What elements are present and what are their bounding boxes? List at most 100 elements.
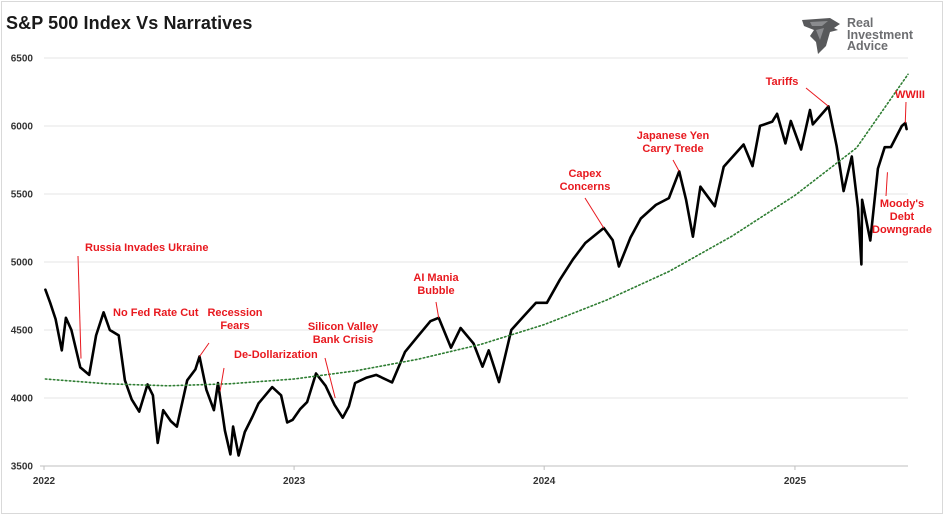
price-point bbox=[546, 302, 548, 304]
price-point bbox=[429, 320, 432, 322]
price-point bbox=[375, 374, 377, 376]
annotation-leader-line bbox=[77, 255, 82, 359]
price-point bbox=[131, 398, 133, 400]
annotation: No Fed Rate Cut bbox=[113, 307, 199, 319]
price-point bbox=[572, 258, 574, 260]
annotation-leader-line bbox=[584, 197, 605, 229]
y-tick-label: 4500 bbox=[11, 326, 34, 337]
annotation-label: Bubble bbox=[417, 285, 454, 297]
price-point bbox=[510, 329, 512, 331]
logo-text: Real Investment Advice bbox=[847, 17, 913, 53]
price-point bbox=[306, 401, 308, 403]
annotation-label: Bank Crisis bbox=[313, 334, 374, 346]
annotation-label: WWIII bbox=[895, 89, 925, 101]
price-point bbox=[70, 329, 73, 331]
annotation-label: Debt bbox=[890, 211, 915, 223]
y-tick-label: 6000 bbox=[11, 122, 34, 133]
price-point bbox=[861, 199, 863, 201]
price-point bbox=[44, 289, 46, 291]
price-point bbox=[699, 186, 701, 188]
price-point bbox=[205, 389, 207, 391]
price-point bbox=[629, 236, 632, 239]
trend-line bbox=[44, 73, 909, 387]
price-point bbox=[488, 349, 490, 351]
price-point bbox=[809, 109, 811, 111]
annotation-leader-line bbox=[324, 357, 336, 399]
price-point bbox=[692, 236, 694, 238]
price-point bbox=[229, 453, 231, 456]
annotation-leader-line bbox=[219, 367, 225, 392]
annotation-label: Silicon Valley bbox=[308, 321, 379, 333]
price-point bbox=[342, 417, 344, 419]
y-tick-label: 3500 bbox=[11, 462, 34, 473]
price-point bbox=[776, 113, 778, 115]
price-point bbox=[800, 148, 802, 151]
price-point bbox=[237, 454, 240, 457]
y-tick-label: 5000 bbox=[11, 258, 34, 269]
annotation-label: Fears bbox=[220, 320, 249, 332]
sp500-price-line bbox=[44, 105, 908, 457]
price-point bbox=[109, 329, 111, 331]
logo-line-advice: Advice bbox=[847, 39, 888, 53]
annotation-label: Tariffs bbox=[766, 76, 799, 88]
price-point bbox=[723, 166, 725, 168]
y-tick-label: 5500 bbox=[11, 190, 34, 201]
price-point bbox=[138, 411, 140, 413]
price-point bbox=[176, 425, 178, 428]
price-point bbox=[481, 366, 484, 368]
series-group bbox=[44, 73, 909, 457]
eagle-icon bbox=[802, 18, 840, 54]
price-point bbox=[860, 263, 863, 266]
annotation-leader-line bbox=[805, 87, 829, 107]
price-point bbox=[751, 165, 754, 167]
price-point bbox=[65, 317, 67, 319]
annotation-leader-line bbox=[885, 172, 888, 197]
price-point bbox=[61, 349, 63, 351]
price-point bbox=[152, 394, 154, 396]
x-tick-label: 2022 bbox=[33, 476, 56, 487]
annotation: Tariffs bbox=[766, 76, 829, 107]
price-point bbox=[315, 372, 317, 375]
price-point bbox=[612, 239, 614, 241]
price-point bbox=[118, 334, 120, 337]
price-point bbox=[890, 146, 892, 148]
price-point bbox=[213, 409, 215, 411]
price-point bbox=[391, 381, 393, 383]
price-point bbox=[473, 343, 475, 345]
price-point bbox=[869, 239, 871, 242]
price-point bbox=[714, 205, 716, 207]
price-point bbox=[224, 430, 226, 432]
price-point bbox=[232, 425, 234, 428]
price-point bbox=[459, 327, 462, 329]
price-point bbox=[771, 121, 773, 123]
annotation: De-Dollarization bbox=[219, 349, 318, 392]
price-point bbox=[906, 128, 908, 130]
chart-title: S&P 500 Index Vs Narratives bbox=[6, 13, 253, 33]
price-point bbox=[88, 374, 90, 376]
price-point bbox=[162, 409, 164, 411]
price-point bbox=[584, 242, 586, 244]
price-point bbox=[640, 217, 642, 220]
price-point bbox=[257, 402, 260, 405]
price-point bbox=[286, 421, 288, 424]
x-axis: 2022 2023 2024 2025 bbox=[33, 465, 908, 487]
price-point bbox=[685, 198, 687, 201]
price-point bbox=[251, 416, 253, 418]
price-point bbox=[124, 379, 126, 381]
price-point bbox=[522, 316, 524, 318]
price-point bbox=[618, 265, 620, 268]
price-point bbox=[901, 125, 903, 127]
price-point bbox=[280, 394, 282, 396]
price-point bbox=[325, 385, 327, 387]
price-point bbox=[450, 347, 452, 349]
price-point bbox=[194, 368, 197, 371]
annotation-leader-line bbox=[435, 301, 440, 318]
annotation-label: Capex bbox=[568, 168, 602, 180]
